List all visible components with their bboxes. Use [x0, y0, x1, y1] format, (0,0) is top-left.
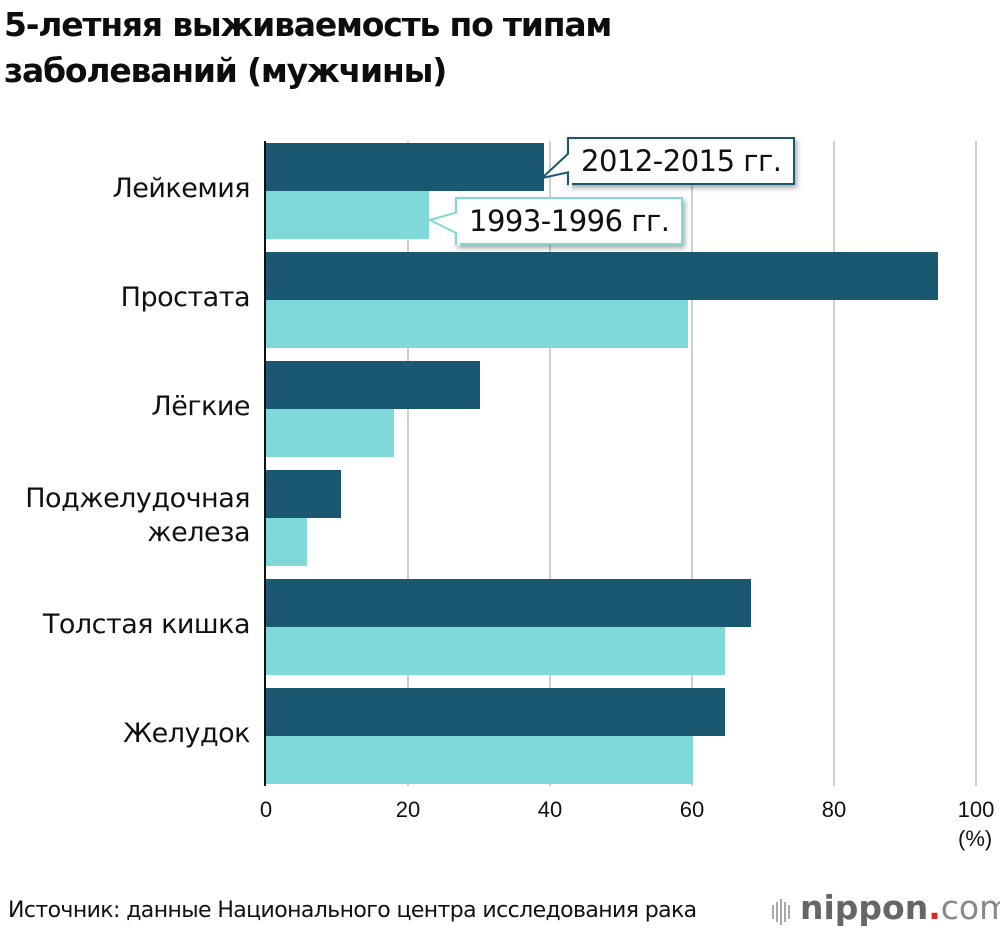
category-label: Желудок: [0, 717, 250, 751]
logo-dot: .: [928, 888, 941, 927]
category-label-line: Лёгкие: [151, 391, 250, 422]
chart-title: 5-летняя выживаемость по типам заболеван…: [4, 2, 612, 94]
y-axis-line: [264, 141, 266, 786]
gridline: [833, 141, 835, 786]
legend-callout-recent: 2012-2015 гг.: [567, 137, 796, 185]
bar-recent: [266, 143, 544, 191]
gridline: [407, 141, 409, 786]
chart-title-line-2: заболеваний (мужчины): [4, 51, 447, 90]
category-label: Толстая кишка: [0, 608, 251, 642]
x-tick-label: 80: [821, 797, 847, 822]
x-axis-unit: (%): [958, 826, 993, 851]
bar-past: [266, 736, 694, 784]
x-tick-label: 100: [957, 797, 995, 822]
bar-recent: [266, 361, 481, 409]
category-label-line: Простата: [120, 282, 251, 313]
category-label: Простата: [0, 281, 251, 315]
gridline: [691, 141, 693, 786]
bar-recent: [266, 252, 939, 300]
category-label: Поджелудочная железа: [0, 482, 250, 550]
logo-bars-icon: [772, 890, 792, 929]
bar-past: [266, 409, 394, 457]
chart-title-line-1: 5-летняя выживаемость по типам: [4, 5, 612, 44]
logo-tail: com: [940, 888, 1000, 927]
nippon-logo: nippon.com: [772, 888, 1000, 929]
category-label-line: Поджелудочная: [25, 483, 250, 514]
bar-past: [266, 518, 308, 566]
bar-recent: [266, 470, 342, 518]
category-label-line: Толстая кишка: [42, 609, 251, 640]
bar-recent: [266, 688, 725, 736]
legend-callout-past: 1993-1996 гг.: [455, 197, 684, 245]
gridline: [549, 141, 551, 786]
legend-label-recent: 2012-2015 гг.: [581, 144, 782, 178]
category-label-line: Лейкемия: [112, 173, 250, 204]
bar-past: [266, 191, 429, 239]
category-label-line: железа: [147, 517, 250, 548]
category-label-line: Желудок: [123, 718, 250, 749]
category-label: Лейкемия: [0, 172, 250, 206]
category-label: Лёгкие: [0, 390, 250, 424]
plot-area: [264, 141, 977, 786]
legend-label-past: 1993-1996 гг.: [469, 204, 670, 238]
x-tick-label: 0: [259, 797, 273, 822]
x-tick-label: 60: [679, 797, 705, 822]
logo-main: nippon: [800, 888, 929, 927]
x-tick-label: 20: [395, 797, 421, 822]
callout-pointer-recent: [540, 150, 572, 190]
source-note: Источник: данные Национального центра ис…: [8, 898, 697, 923]
x-tick-label: 40: [537, 797, 563, 822]
callout-pointer-past: [428, 206, 460, 246]
bar-past: [266, 300, 688, 348]
bar-past: [266, 627, 725, 675]
gridline: [975, 141, 977, 786]
bar-recent: [266, 579, 751, 627]
